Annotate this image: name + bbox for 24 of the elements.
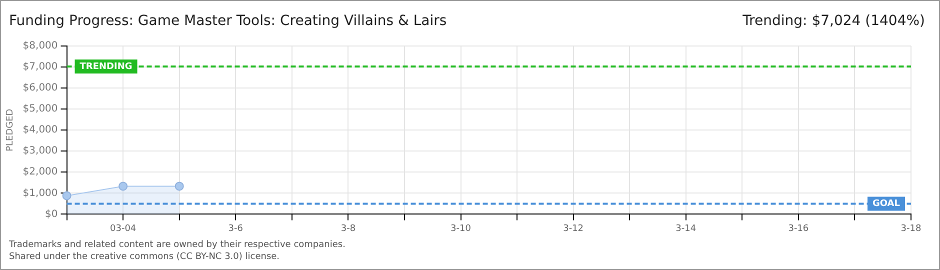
y-tick-label: $6,000 <box>22 82 58 94</box>
x-tick-label: 3-14 <box>676 224 696 234</box>
x-tick-label: 3-8 <box>340 224 356 234</box>
chart-title: Funding Progress: Game Master Tools: Creating Villains & Lairs <box>9 13 447 29</box>
x-tick-label: 3-12 <box>563 224 584 234</box>
y-tick-label: $4,000 <box>22 124 58 136</box>
x-tick-label: 3-10 <box>450 224 472 234</box>
x-tick-label: 3-6 <box>228 224 244 234</box>
ref-line-label: TRENDING <box>80 62 132 72</box>
x-tick-label: 3-16 <box>788 224 809 234</box>
y-tick-label: $1,000 <box>22 188 58 199</box>
text: Shared under the creative commons (CC BY-NC 3.0) license. <box>9 251 281 263</box>
ref-line-label: GOAL <box>872 199 900 210</box>
y-tick-label: $2,000 <box>22 166 58 178</box>
y-tick-label: $8,000 <box>22 40 58 52</box>
x-tick-label: 3-18 <box>900 224 922 234</box>
y-tick-label: $5,000 <box>22 104 58 115</box>
y-tick-label: $7,000 <box>22 62 58 73</box>
y-tick-label: $3,000 <box>22 146 58 157</box>
y-tick-label: $0 <box>45 208 58 220</box>
text: Trademarks and related content are owned by their respective companies. <box>9 239 346 251</box>
y-axis-title: PLEDGED <box>6 108 16 152</box>
x-tick-label: 03-04 <box>110 224 136 234</box>
chart-subtitle: Trending: $7,024 (1404%) <box>742 13 925 29</box>
